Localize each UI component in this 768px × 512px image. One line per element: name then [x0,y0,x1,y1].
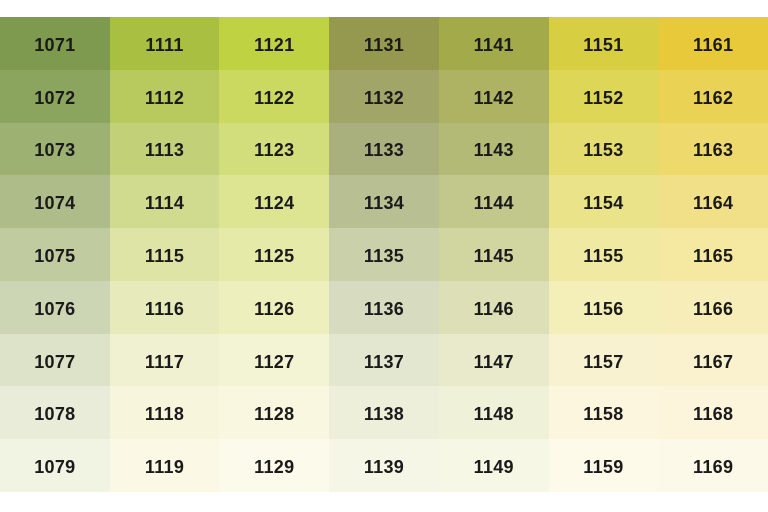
color-swatch-1074: 1074 [0,175,110,229]
color-swatch-1155: 1155 [548,228,659,281]
color-swatch-1118: 1118 [109,386,220,440]
color-swatch-1158: 1158 [548,386,659,440]
color-swatch-1161: 1161 [658,17,768,70]
color-swatch-1146: 1146 [438,280,549,334]
color-swatch-1121: 1121 [219,17,330,70]
color-swatch-1167: 1167 [658,333,768,387]
color-swatch-1159: 1159 [548,439,659,492]
color-swatch-1116: 1116 [109,280,220,334]
color-swatch-1114: 1114 [109,175,220,229]
color-swatch-1152: 1152 [548,69,659,123]
color-swatch-1117: 1117 [109,333,220,387]
color-swatch-1136: 1136 [329,280,439,334]
color-swatch-1133: 1133 [329,122,439,176]
color-swatch-1143: 1143 [438,122,549,176]
color-swatch-1119: 1119 [109,439,220,492]
color-swatch-1126: 1126 [219,280,330,334]
color-swatch-1078: 1078 [0,386,110,440]
color-swatch-1124: 1124 [219,175,330,229]
color-swatch-1162: 1162 [658,69,768,123]
color-swatch-1156: 1156 [548,280,659,334]
color-swatch-1163: 1163 [658,122,768,176]
color-swatch-1073: 1073 [0,122,110,176]
color-swatch-1139: 1139 [329,439,439,492]
color-swatch-1151: 1151 [548,17,659,70]
color-swatch-1077: 1077 [0,333,110,387]
color-swatch-1166: 1166 [658,280,768,334]
color-swatch-1147: 1147 [438,333,549,387]
color-swatch-1122: 1122 [219,69,330,123]
color-swatch-1075: 1075 [0,228,110,281]
color-swatch-1165: 1165 [658,228,768,281]
color-swatch-1144: 1144 [438,175,549,229]
color-swatch-1079: 1079 [0,439,110,492]
color-swatch-1131: 1131 [329,17,439,70]
color-swatch-1137: 1137 [329,333,439,387]
color-swatch-1169: 1169 [658,439,768,492]
color-swatch-1148: 1148 [438,386,549,440]
color-swatch-1157: 1157 [548,333,659,387]
color-swatch-1135: 1135 [329,228,439,281]
color-swatch-1071: 1071 [0,17,110,70]
color-swatch-1142: 1142 [438,69,549,123]
color-swatch-1127: 1127 [219,333,330,387]
color-swatch-1164: 1164 [658,175,768,229]
color-swatch-grid: 1071 1111 1121 1131 1141 1151 1161 1072 1112 1122… [0,17,768,492]
color-swatch-1112: 1112 [109,69,220,123]
color-swatch-1113: 1113 [109,122,220,176]
color-swatch-1132: 1132 [329,69,439,123]
color-swatch-1153: 1153 [548,122,659,176]
color-swatch-1123: 1123 [219,122,330,176]
color-swatch-1076: 1076 [0,280,110,334]
color-swatch-1111: 1111 [109,17,220,70]
color-swatch-1154: 1154 [548,175,659,229]
color-swatch-1134: 1134 [329,175,439,229]
color-swatch-1115: 1115 [109,228,220,281]
color-swatch-1149: 1149 [438,439,549,492]
color-swatch-1141: 1141 [438,17,549,70]
color-swatch-1072: 1072 [0,69,110,123]
color-swatch-1129: 1129 [219,439,330,492]
color-swatch-1125: 1125 [219,228,330,281]
color-swatch-1128: 1128 [219,386,330,440]
color-swatch-1145: 1145 [438,228,549,281]
color-swatch-1168: 1168 [658,386,768,440]
color-swatch-1138: 1138 [329,386,439,440]
